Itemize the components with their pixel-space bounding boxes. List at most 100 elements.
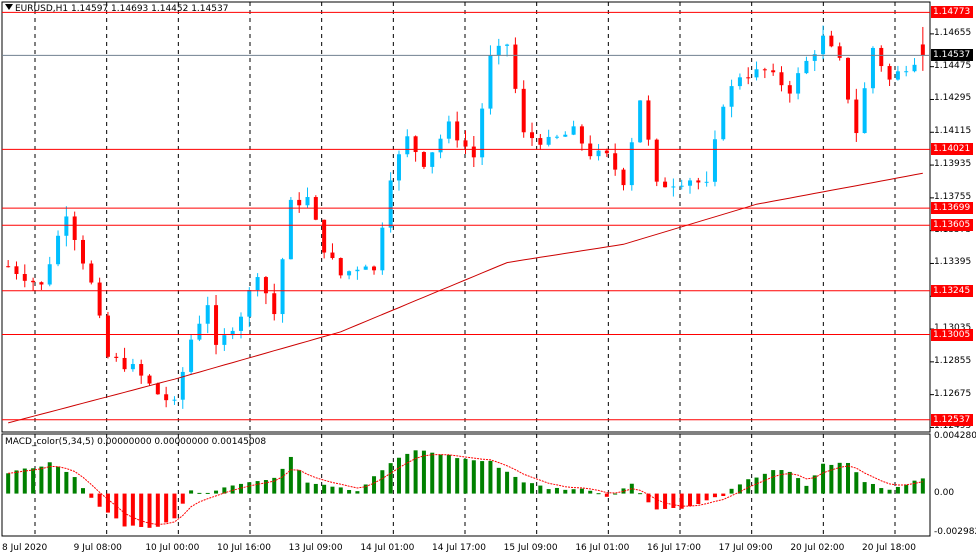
candle-body — [413, 136, 418, 153]
candle-body — [446, 121, 451, 139]
macd-bar — [355, 491, 360, 494]
macd-bar — [413, 450, 418, 494]
macd-bar — [105, 493, 110, 513]
time-axis-label: 8 Jul 2020 — [2, 543, 48, 553]
macd-bar — [446, 454, 451, 494]
candle-body — [222, 335, 227, 345]
time-axis-label: 15 Jul 09:00 — [503, 543, 558, 553]
macd-bar — [837, 462, 842, 494]
candle-body — [721, 106, 726, 140]
candle-body — [779, 72, 784, 86]
candle-body — [155, 383, 160, 395]
macd-bar — [272, 477, 277, 494]
level-price-tag: 1.14773 — [931, 6, 973, 19]
candle-body — [22, 274, 27, 281]
time-axis-label: 16 Jul 17:00 — [647, 543, 701, 553]
symbol-header: EURUSD,H1 1.14597 1.14693 1.14452 1.1453… — [5, 4, 228, 15]
candle-body — [97, 282, 102, 316]
price-scale-label: 1.12495 — [934, 421, 972, 432]
macd-bar — [530, 483, 535, 494]
candle-body — [247, 290, 252, 317]
current-price-tag: 1.14537 — [931, 49, 973, 62]
macd-bar — [704, 493, 709, 501]
candle-body — [238, 316, 243, 331]
candle-body — [230, 330, 235, 336]
macd-bar — [205, 492, 210, 494]
macd-bar — [513, 476, 518, 494]
candle-body — [638, 100, 643, 143]
candle-body — [172, 399, 177, 401]
macd-bar — [297, 470, 302, 494]
macd-scale-label: 0.00 — [934, 487, 955, 498]
candle-body — [704, 181, 709, 183]
time-axis-label: 10 Jul 00:00 — [145, 543, 200, 553]
macd-signal-line — [8, 454, 923, 526]
macd-scale-label: 0.0042802 — [934, 431, 976, 441]
candle-body — [854, 99, 859, 134]
price-scale-label: 1.13035 — [934, 323, 971, 334]
candle-body — [305, 197, 310, 206]
macd-bar — [421, 450, 426, 494]
candle-body — [197, 323, 202, 340]
candle-body — [64, 216, 69, 236]
candle-body — [388, 180, 393, 228]
macd-bar — [214, 490, 219, 494]
candle-body — [521, 88, 526, 133]
candle-body — [654, 139, 659, 182]
macd-bar — [521, 482, 526, 494]
level-price-tag: 1.13245 — [931, 284, 973, 297]
macd-bar — [646, 493, 651, 503]
candle-body — [688, 180, 693, 186]
macd-bar — [438, 454, 443, 494]
candle-body — [513, 44, 518, 89]
candle-body — [139, 364, 144, 376]
price-scale-label: 1.14115 — [934, 126, 972, 137]
candle-body — [821, 35, 826, 55]
candle-body — [130, 364, 135, 370]
macd-bar — [870, 483, 875, 494]
macd-bar — [39, 466, 44, 494]
macd-bar — [72, 477, 77, 494]
macd-frame — [1, 433, 931, 537]
candle-body — [322, 219, 327, 253]
macd-bar — [804, 485, 809, 494]
time-axis-label: 9 Jul 08:00 — [73, 543, 122, 553]
price-scale-label: 1.12675 — [934, 388, 972, 399]
collapse-triangle-icon[interactable] — [5, 4, 13, 10]
candle-body — [488, 55, 493, 109]
candle-body — [671, 186, 676, 188]
candle-body — [496, 45, 501, 56]
candle-body — [214, 305, 219, 345]
price-scale-label: 1.12855 — [934, 355, 972, 366]
macd-bar — [189, 490, 194, 494]
candle-body — [771, 70, 776, 73]
time-axis-label: 20 Jul 02:00 — [790, 543, 845, 553]
macd-bar — [313, 483, 318, 494]
candle-body — [604, 150, 609, 154]
time-axis-label: 14 Jul 17:00 — [432, 543, 486, 553]
candle-body — [546, 136, 551, 145]
macd-bar — [155, 493, 160, 527]
level-price-tag: 1.13605 — [931, 219, 973, 232]
macd-bar — [663, 493, 668, 509]
candle-body — [405, 136, 410, 155]
macd-bar — [139, 493, 144, 527]
candle-body — [629, 142, 634, 186]
macd-bar — [322, 484, 327, 494]
candle-body — [421, 152, 426, 167]
candle-body — [56, 235, 61, 265]
candle-body — [887, 66, 892, 80]
macd-bar — [571, 489, 576, 494]
macd-bar — [762, 473, 767, 494]
candle-body — [796, 73, 801, 94]
candle-body — [272, 293, 277, 315]
macd-bar — [388, 463, 393, 494]
candle-body — [438, 138, 443, 153]
candle-body — [554, 136, 559, 138]
macd-bar — [496, 467, 501, 494]
candle-body — [430, 152, 435, 167]
candle-body — [47, 264, 52, 285]
macd-bar — [787, 471, 792, 494]
macd-bar — [746, 479, 751, 494]
